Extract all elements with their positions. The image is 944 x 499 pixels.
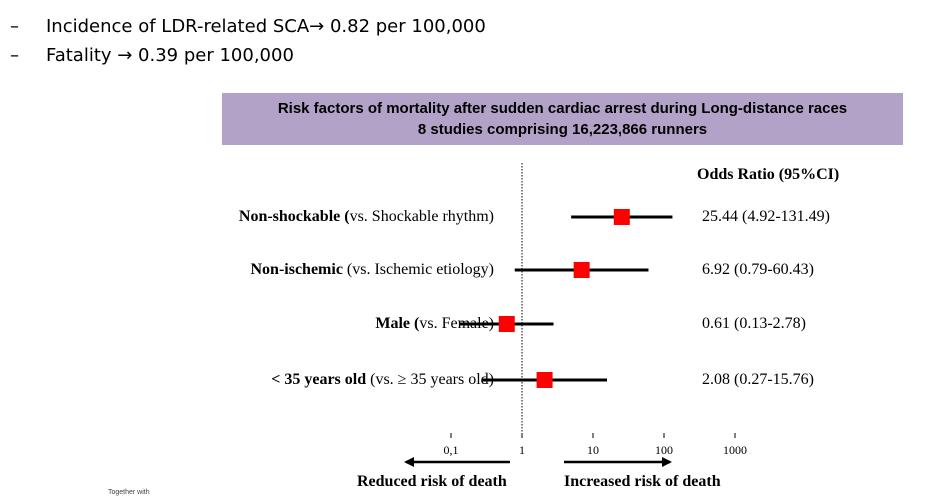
bullet-fatality: – Fatality → 0.39 per 100,000 (10, 41, 486, 70)
row-label-comparator: (vs. ≥ 35 years old) (370, 371, 494, 388)
footer-note: Together with (108, 489, 150, 496)
row-label-comparator: (vs. Ischemic etiology) (346, 261, 494, 278)
row-label-main: Male ( (375, 315, 420, 332)
chart-title-banner: Risk factors of mortality after sudden c… (222, 93, 903, 145)
bullet-dash: – (10, 16, 19, 37)
odds-ratio-marker (573, 262, 590, 278)
increased-risk-label: Increased risk of death (564, 473, 721, 490)
x-tick-label: 100 (655, 443, 673, 457)
bullet-incidence-text: Incidence of LDR-related SCA→ 0.82 per 1… (46, 16, 486, 37)
bullet-fatality-text: Fatality → 0.39 per 100,000 (46, 45, 294, 66)
row-label: < 35 years old (vs. ≥ 35 years old) (271, 371, 494, 389)
odds-ratio-value: 2.08 (0.27-15.76) (702, 371, 814, 388)
bullet-dash: – (10, 45, 19, 66)
chart-title: Risk factors of mortality after sudden c… (277, 100, 848, 117)
x-tick-label: 1000 (723, 443, 747, 457)
odds-ratio-marker (613, 209, 630, 225)
x-tick-label: 10 (587, 443, 599, 457)
reduced-risk-label: Reduced risk of death (357, 473, 507, 490)
x-tick-label: 0,1 (443, 443, 459, 457)
x-tick-label: 1 (519, 443, 525, 457)
odds-ratio-value: 25.44 (4.92-131.49) (702, 208, 830, 225)
odds-ratio-marker (536, 372, 553, 388)
row-label-comparator: vs. Female) (419, 315, 494, 332)
odds-ratio-column-header: Odds Ratio (95%CI) (697, 166, 840, 183)
row-label: Non-shockable (vs. Shockable rhythm) (239, 208, 494, 226)
odds-ratio-value: 0.61 (0.13-2.78) (702, 315, 806, 332)
row-label-comparator: vs. Shockable rhythm) (349, 208, 494, 225)
odds-ratio-value: 6.92 (0.79-60.43) (702, 261, 814, 278)
bullet-list: – Incidence of LDR-related SCA→ 0.82 per… (10, 12, 486, 70)
row-label-main: Non-ischemic (250, 261, 347, 278)
row-label-main: < 35 years old (271, 371, 371, 388)
bullet-incidence: – Incidence of LDR-related SCA→ 0.82 per… (10, 12, 486, 41)
chart-subtitle: 8 studies comprising 16,223,866 runners (417, 121, 708, 138)
row-label: Male (vs. Female) (375, 315, 494, 333)
odds-ratio-marker (498, 316, 515, 332)
row-label-main: Non-shockable ( (238, 208, 350, 225)
row-label: Non-ischemic (vs. Ischemic etiology) (250, 261, 494, 279)
